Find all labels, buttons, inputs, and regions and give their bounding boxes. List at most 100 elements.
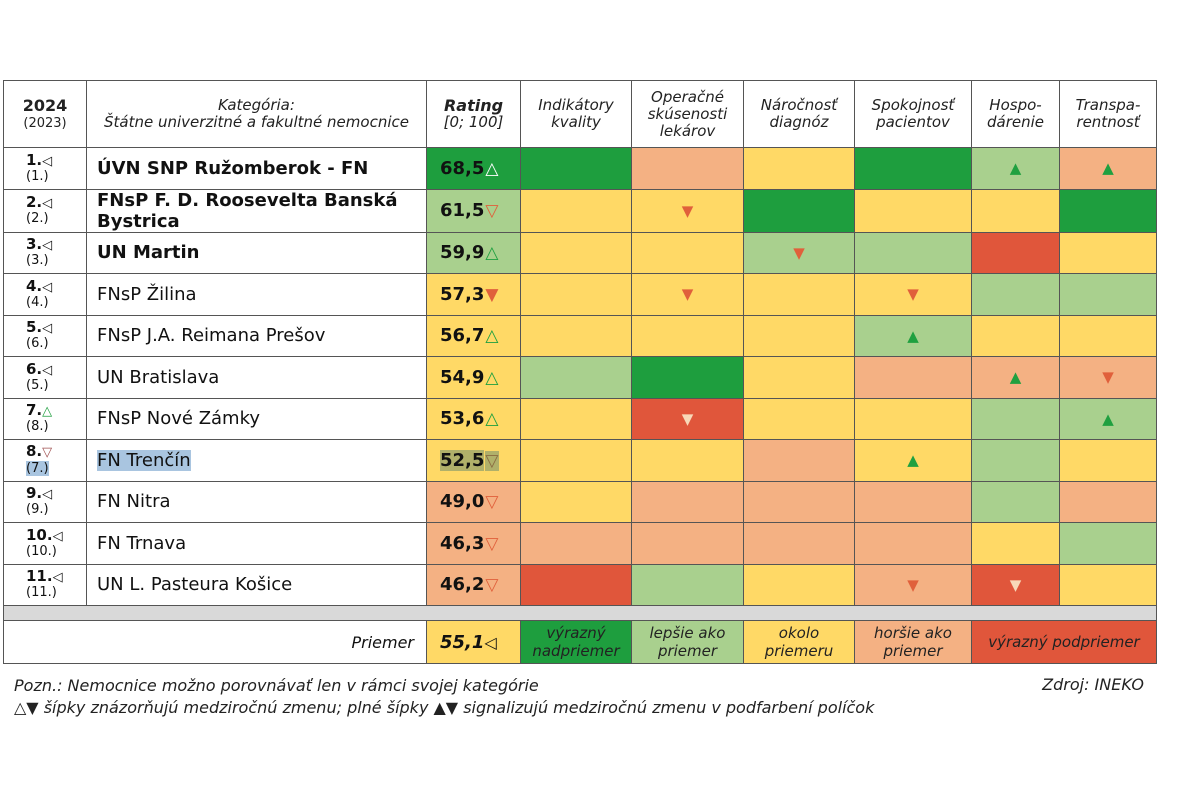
indicator-cell [1059, 231, 1157, 274]
indicator-header: Hospo-dárenie [971, 80, 1060, 148]
triangle-down-icon: ▼ [1009, 575, 1022, 594]
rank-cell: 8.▽ (7.) [3, 439, 87, 482]
indicator-cell: ▼ [631, 273, 744, 316]
indicator-cell [520, 397, 632, 440]
legend-much-below-average: výrazný podpriemer [972, 621, 1156, 663]
indicator-cell: ▲ [1059, 147, 1157, 190]
indicator-cell [743, 397, 855, 440]
triangle-down-icon: ▼ [793, 243, 805, 262]
legend-around-average: okolo priemeru [743, 620, 855, 664]
rank-cell: 10.◁ (10.) [3, 522, 87, 565]
indicator-cell [743, 480, 855, 523]
hospital-name: FNsP Nové Zámky [86, 397, 427, 440]
triangle-down-icon: ▼ [1102, 368, 1114, 387]
indicator-cell: ▼ [971, 563, 1060, 606]
indicator-cell [520, 439, 632, 482]
indicator-cell [743, 273, 855, 316]
indicator-cell [631, 439, 744, 482]
category-header: Kategória: Štátne univerzitné a fakultné … [86, 80, 427, 148]
spacer-row [3, 605, 1157, 621]
indicator-cell [854, 522, 972, 565]
triangle-up-icon: ▲ [1009, 159, 1022, 178]
indicator-cell [520, 522, 632, 565]
table-row: 1.◁ (1.) ÚVN SNP Ružomberok - FN 68,5△ ▲ … [3, 147, 1157, 190]
legend-cell-pair: výrazný podpriemer [971, 620, 1157, 664]
indicator-cell [520, 231, 632, 274]
rating-score: 49,0▽ [426, 480, 521, 523]
indicator-cell [743, 314, 855, 357]
indicator-cell [971, 231, 1060, 274]
indicator-cell: ▼ [854, 563, 972, 606]
indicator-cell [1059, 522, 1157, 565]
average-label: Priemer [3, 620, 427, 664]
table-row: 9.◁ (9.) FN Nitra 49,0▽ [3, 480, 1157, 523]
indicator-cell [631, 147, 744, 190]
triangle-down-icon: ▼ [907, 285, 919, 304]
indicator-cell [743, 188, 855, 233]
legend-above-average: lepšie ako priemer [631, 620, 744, 664]
indicator-cell [854, 147, 972, 190]
rating-score: 57,3▼ [426, 273, 521, 316]
average-score: 55,1◁ [426, 620, 521, 664]
table-row: 3.◁ (3.) UN Martin 59,9△ ▼ [3, 231, 1157, 274]
hospital-name: FNsP F. D. Roosevelta Banská Bystrica [86, 188, 427, 233]
rank-cell: 1.◁ (1.) [3, 147, 87, 190]
hospital-name: FN Trnava [86, 522, 427, 565]
indicator-cell [743, 356, 855, 399]
indicator-cell [971, 480, 1060, 523]
indicator-cell: ▼ [631, 188, 744, 233]
indicator-cell: ▲ [971, 147, 1060, 190]
indicator-cell: ▼ [1059, 356, 1157, 399]
triangle-down-icon: ▼ [907, 575, 919, 594]
indicator-cell [854, 480, 972, 523]
footnote-comparison: Pozn.: Nemocnice možno porovnávať len v … [14, 676, 539, 695]
triangle-up-icon: ▲ [1102, 159, 1114, 178]
indicator-cell [1059, 273, 1157, 316]
footnote-arrows: △▼ šípky znázorňujú medziročnú zmenu; pl… [14, 698, 875, 717]
indicator-cell [743, 439, 855, 482]
indicator-cell [631, 231, 744, 274]
table-row: 5.◁ (6.) FNsP J.A. Reimana Prešov 56,7△ ▲ [3, 314, 1157, 357]
source-credit: Zdroj: INEKO [1042, 675, 1144, 694]
indicator-cell [631, 314, 744, 357]
indicator-cell [743, 147, 855, 190]
rank-cell: 5.◁ (6.) [3, 314, 87, 357]
indicator-cell [971, 314, 1060, 357]
indicator-cell [520, 356, 632, 399]
rank-cell: 3.◁ (3.) [3, 231, 87, 274]
indicator-cell [1059, 563, 1157, 606]
rank-cell: 4.◁ (4.) [3, 273, 87, 316]
indicator-cell [1059, 439, 1157, 482]
indicator-cell [1059, 314, 1157, 357]
indicator-cell: ▼ [631, 397, 744, 440]
rank-cell: 9.◁ (9.) [3, 480, 87, 523]
indicator-cell [854, 356, 972, 399]
indicator-cell: ▲ [854, 439, 972, 482]
hospital-name: UN Martin [86, 231, 427, 274]
indicator-cell [631, 563, 744, 606]
triangle-up-icon: ▲ [907, 326, 919, 345]
rank-cell: 6.◁ (5.) [3, 356, 87, 399]
rating-score: 46,2▽ [426, 563, 521, 606]
rating-score: 68,5△ [426, 147, 521, 190]
indicator-cell: ▲ [1059, 397, 1157, 440]
table-header-row: 2024 (2023) Kategória: Štátne univerzitné … [3, 80, 1157, 148]
indicator-cell [1059, 188, 1157, 233]
indicator-header: Indikátory kvality [520, 80, 632, 148]
table-row: 11.◁ (11.) UN L. Pasteura Košice 46,2▽ ▼ … [3, 563, 1157, 606]
hospital-name: FNsP Žilina [86, 273, 427, 316]
table-row: 4.◁ (4.) FNsP Žilina 57,3▼ ▼ ▼ [3, 273, 1157, 316]
indicator-cell [743, 563, 855, 606]
hospital-name: ÚVN SNP Ružomberok - FN [86, 147, 427, 190]
indicator-header: Náročnosť diagnóz [743, 80, 855, 148]
triangle-up-icon: ▲ [907, 451, 919, 470]
indicator-cell [971, 397, 1060, 440]
indicator-cell [631, 356, 744, 399]
indicator-cell [520, 147, 632, 190]
hospital-name: UN L. Pasteura Košice [86, 563, 427, 606]
rating-score: 54,9△ [426, 356, 521, 399]
indicator-cell [1059, 480, 1157, 523]
indicator-cell [971, 522, 1060, 565]
rank-cell: 7.△ (8.) [3, 397, 87, 440]
rating-header: Rating [0; 100] [426, 80, 521, 148]
